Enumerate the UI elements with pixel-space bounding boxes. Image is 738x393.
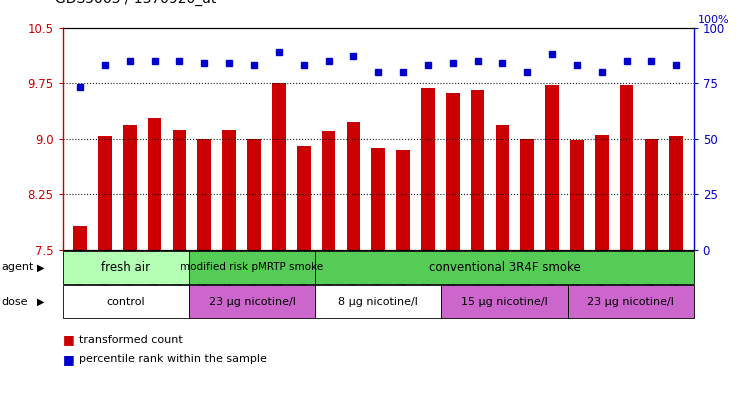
Text: 23 μg nicotine/l: 23 μg nicotine/l xyxy=(587,297,674,307)
Bar xyxy=(645,139,658,250)
Bar xyxy=(272,83,286,250)
Text: 100%: 100% xyxy=(698,15,729,25)
Bar xyxy=(371,148,385,250)
Text: ■: ■ xyxy=(63,353,75,366)
Text: ▶: ▶ xyxy=(37,263,44,272)
Bar xyxy=(198,139,211,250)
Text: 8 μg nicotine/l: 8 μg nicotine/l xyxy=(338,297,418,307)
Bar xyxy=(496,125,509,250)
Bar xyxy=(322,131,335,250)
Text: fresh air: fresh air xyxy=(101,261,151,274)
Text: percentile rank within the sample: percentile rank within the sample xyxy=(79,354,267,364)
Text: ■: ■ xyxy=(63,333,75,346)
Text: conventional 3R4F smoke: conventional 3R4F smoke xyxy=(429,261,580,274)
Text: agent: agent xyxy=(1,263,34,272)
Bar xyxy=(396,151,410,250)
Bar xyxy=(347,122,360,250)
Text: ▶: ▶ xyxy=(37,297,44,307)
Text: GDS5063 / 1370920_at: GDS5063 / 1370920_at xyxy=(55,0,217,6)
Bar xyxy=(173,130,186,250)
Bar xyxy=(123,125,137,250)
Bar xyxy=(148,118,162,250)
Bar xyxy=(222,130,236,250)
Text: dose: dose xyxy=(1,297,28,307)
Bar xyxy=(669,136,683,250)
Bar xyxy=(520,139,534,250)
Bar xyxy=(595,135,609,250)
Bar xyxy=(247,139,261,250)
Bar xyxy=(446,93,460,250)
Bar xyxy=(471,90,484,250)
Text: control: control xyxy=(106,297,145,307)
Text: transformed count: transformed count xyxy=(79,334,183,345)
Text: 15 μg nicotine/l: 15 μg nicotine/l xyxy=(461,297,548,307)
Bar xyxy=(570,140,584,250)
Text: 23 μg nicotine/l: 23 μg nicotine/l xyxy=(209,297,295,307)
Bar xyxy=(545,84,559,250)
Bar xyxy=(297,146,311,250)
Text: modified risk pMRTP smoke: modified risk pMRTP smoke xyxy=(181,263,323,272)
Bar xyxy=(620,85,633,250)
Bar xyxy=(98,136,111,250)
Bar xyxy=(73,226,87,250)
Bar xyxy=(421,88,435,250)
